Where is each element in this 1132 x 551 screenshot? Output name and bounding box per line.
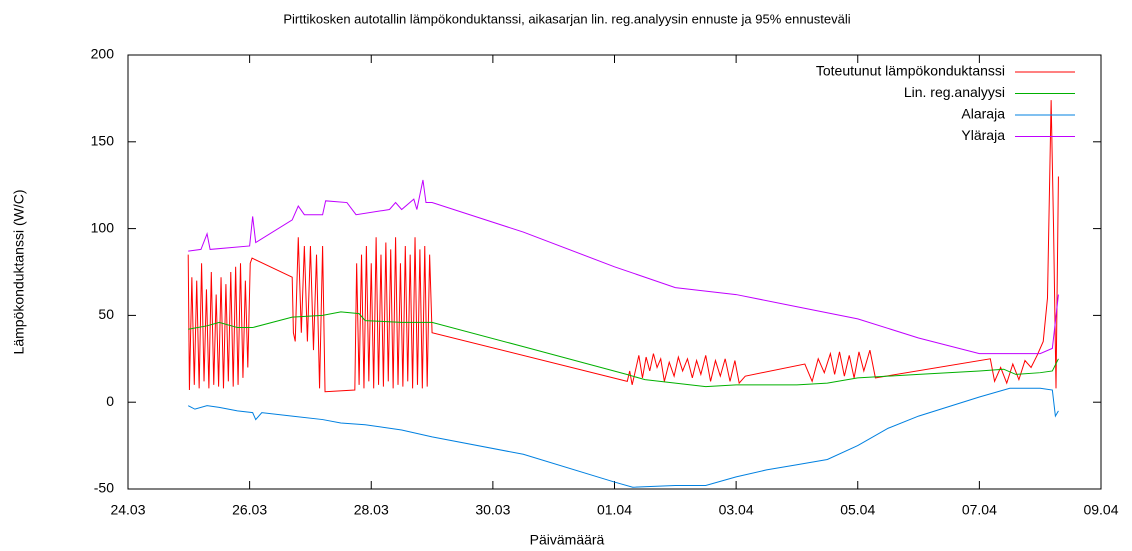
y-tick-label: 0: [106, 393, 114, 409]
legend-label: Alaraja: [961, 106, 1005, 122]
x-tick-label: 01.04: [597, 502, 632, 518]
x-tick-label: 26.03: [232, 502, 267, 518]
x-tick-label: 09.04: [1083, 502, 1118, 518]
legend-label: Toteutunut lämpökonduktanssi: [816, 63, 1005, 79]
x-tick-label: 28.03: [354, 502, 389, 518]
series-line: [188, 179, 1059, 355]
x-tick-label: 03.04: [719, 502, 754, 518]
x-tick-label: 24.03: [110, 502, 145, 518]
legend-label: Yläraja: [961, 127, 1005, 143]
y-tick-label: 100: [91, 219, 115, 235]
x-tick-label: 05.04: [840, 502, 875, 518]
y-tick-label: 200: [91, 46, 115, 62]
x-tick-label: 30.03: [475, 502, 510, 518]
y-tick-label: -50: [94, 480, 114, 496]
x-tick-label: 07.04: [962, 502, 997, 518]
y-tick-label: 150: [91, 133, 115, 149]
series-line: [188, 311, 1059, 388]
y-axis-label: Lämpökonduktanssi (W/C): [11, 190, 27, 355]
y-tick-label: 50: [98, 306, 114, 322]
x-axis-label: Päivämäärä: [530, 532, 605, 548]
chart-title: Pirttikosken autotallin lämpökonduktanss…: [283, 11, 850, 26]
legend-label: Lin. reg.analyysi: [904, 84, 1005, 100]
series-line: [187, 100, 1059, 393]
series-line: [187, 387, 1059, 488]
